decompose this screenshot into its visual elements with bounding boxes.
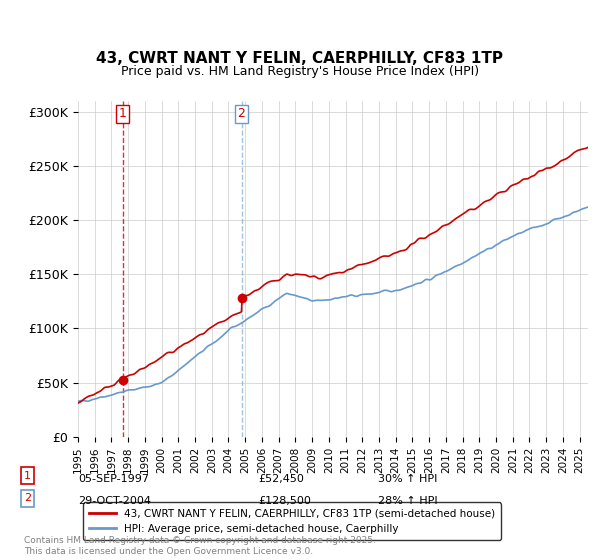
- Text: 1: 1: [118, 107, 126, 120]
- Text: 30% ↑ HPI: 30% ↑ HPI: [378, 474, 437, 484]
- Text: 2: 2: [24, 493, 31, 503]
- Text: Price paid vs. HM Land Registry's House Price Index (HPI): Price paid vs. HM Land Registry's House …: [121, 64, 479, 78]
- Text: 28% ↑ HPI: 28% ↑ HPI: [378, 496, 437, 506]
- Text: 1: 1: [24, 471, 31, 481]
- Text: 29-OCT-2004: 29-OCT-2004: [78, 496, 151, 506]
- Text: 05-SEP-1997: 05-SEP-1997: [78, 474, 149, 484]
- Text: 2: 2: [238, 107, 245, 120]
- Legend: 43, CWRT NANT Y FELIN, CAERPHILLY, CF83 1TP (semi-detached house), HPI: Average : 43, CWRT NANT Y FELIN, CAERPHILLY, CF83 …: [83, 502, 501, 540]
- Text: £128,500: £128,500: [258, 496, 311, 506]
- Text: Contains HM Land Registry data © Crown copyright and database right 2025.
This d: Contains HM Land Registry data © Crown c…: [24, 536, 376, 556]
- Text: 43, CWRT NANT Y FELIN, CAERPHILLY, CF83 1TP: 43, CWRT NANT Y FELIN, CAERPHILLY, CF83 …: [97, 52, 503, 66]
- Text: £52,450: £52,450: [258, 474, 304, 484]
